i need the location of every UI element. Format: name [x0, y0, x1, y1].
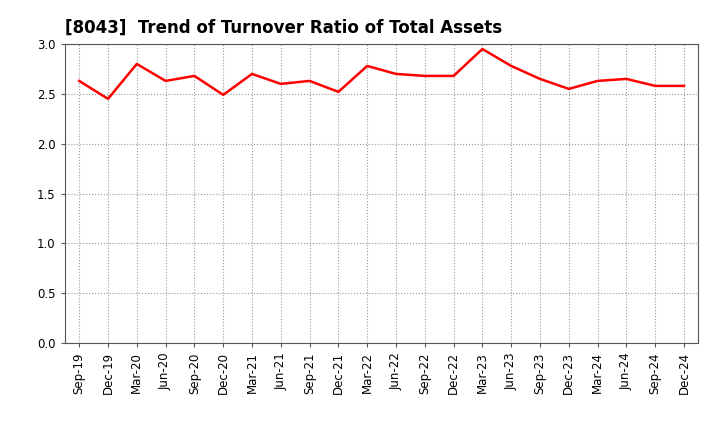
Text: [8043]  Trend of Turnover Ratio of Total Assets: [8043] Trend of Turnover Ratio of Total … [65, 19, 502, 37]
